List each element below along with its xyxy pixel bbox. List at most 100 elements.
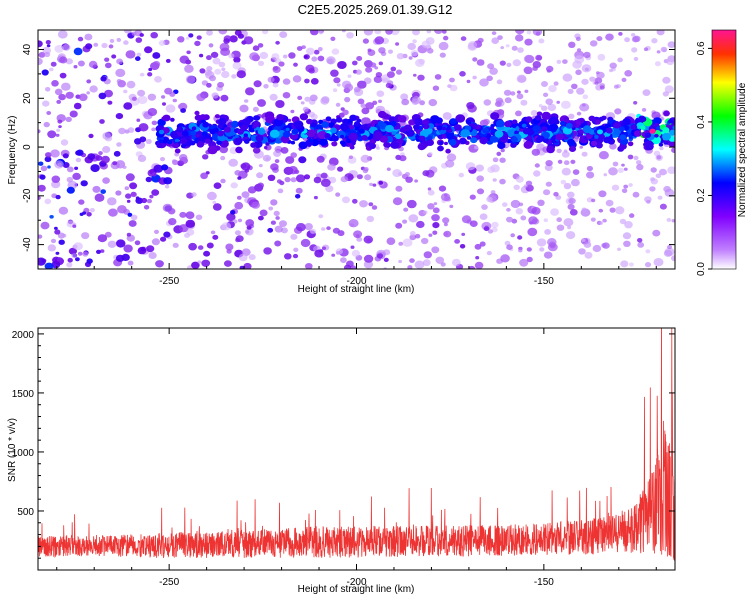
- spectrogram-cell: [412, 30, 420, 36]
- spectrogram-band-cell: [535, 137, 543, 143]
- spectrogram-cell: [270, 220, 276, 225]
- spectrogram-cell: [217, 81, 225, 88]
- spectrogram-band-cell: [174, 138, 180, 143]
- spectrogram-cell: [504, 97, 512, 104]
- spectrogram-band-cell: [559, 121, 566, 126]
- spectrogram-band-cell: [176, 126, 184, 133]
- spectrogram-cell: [229, 35, 238, 43]
- spectrogram-cell: [288, 52, 296, 59]
- spectrogram-cell: [148, 67, 153, 72]
- spectrogram-cell: [44, 262, 54, 269]
- spectrogram-cell: [197, 245, 204, 250]
- spectrogram-cell: [365, 102, 375, 110]
- spectrogram-cell: [199, 53, 204, 58]
- spectrogram-cell: [107, 100, 113, 105]
- spectrogram-cell: [163, 231, 171, 238]
- spectrogram-cell: [583, 241, 592, 248]
- spectrogram-cell: [421, 237, 429, 245]
- spectrogram-cell: [666, 58, 675, 66]
- spectrogram-cell: [93, 42, 99, 47]
- spectrogram-cell: [126, 80, 136, 89]
- spectrogram-band-cell: [422, 123, 430, 130]
- spectrogram-cell: [54, 226, 58, 230]
- spectrogram-cell: [433, 202, 438, 206]
- spectrogram-cell: [609, 62, 617, 69]
- spectrogram-cell: [38, 257, 46, 266]
- spectrogram-cell: [506, 62, 512, 67]
- spectrogram-band-cell: [546, 145, 555, 154]
- spectrogram-band-cell: [331, 135, 339, 142]
- spectrogram-cell: [54, 45, 64, 53]
- spectrogram-cell: [274, 240, 282, 247]
- spectrogram-cell: [131, 31, 137, 36]
- spectrogram-cell: [617, 247, 621, 251]
- spectrogram-cell: [179, 211, 187, 218]
- spectrogram-band-cell: [470, 137, 478, 144]
- spectrogram-cell: [196, 93, 206, 102]
- spectrogram-cell: [66, 166, 74, 173]
- spectrogram-cell: [581, 151, 588, 157]
- colorbar-tick-label: 0.2: [696, 188, 707, 202]
- spectrogram-cell: [356, 56, 363, 61]
- spectrogram-band-cell: [235, 146, 243, 154]
- spectrogram-cell: [590, 217, 596, 222]
- spectrogram-cell: [226, 213, 236, 222]
- spectrogram-cell: [115, 239, 126, 248]
- spectrogram-band-cell: [490, 129, 495, 133]
- spectrogram-cell: [327, 58, 334, 65]
- spectrogram-cell: [595, 71, 600, 75]
- spectrogram-cell: [313, 49, 320, 55]
- y-tick-label: -20: [22, 188, 33, 203]
- spectrogram-cell: [644, 262, 652, 268]
- spectrogram-cell: [376, 90, 385, 97]
- spectrogram-cell: [357, 98, 365, 105]
- spectrogram-cell: [62, 153, 69, 159]
- y-tick-label: 40: [22, 44, 33, 56]
- spectrogram-cell: [137, 154, 147, 162]
- spectrogram-band-cell: [217, 130, 224, 137]
- spectrogram-band-cell: [619, 134, 627, 141]
- spectrogram-cell: [397, 172, 403, 176]
- spectrogram-cell: [510, 91, 516, 96]
- spectrogram-cell: [42, 100, 50, 107]
- spectrogram-cell: [605, 33, 614, 41]
- spectrogram-cell: [220, 178, 226, 184]
- spectrogram-cell: [65, 58, 74, 65]
- spectrogram-cell: [479, 213, 488, 220]
- spectrogram-cell: [320, 97, 330, 105]
- spectrogram-cell: [422, 259, 431, 267]
- spectrogram-cell: [536, 238, 547, 247]
- spectrogram-cell: [568, 41, 576, 48]
- spectrogram-cell: [500, 148, 505, 153]
- spectrogram-band-cell: [340, 134, 345, 139]
- spectrogram-cell: [100, 189, 106, 195]
- spectrogram-cell: [603, 173, 608, 177]
- spectrogram-cell: [567, 88, 574, 94]
- spectrogram-cell: [460, 36, 467, 41]
- spectrogram-cell: [272, 66, 279, 71]
- chart-title: C2E5.2025.269.01.39.G12: [298, 2, 453, 17]
- spectrogram-cell: [500, 46, 505, 50]
- spectrogram-cell: [532, 66, 538, 71]
- spectrogram-cell: [589, 76, 596, 82]
- spectrogram-cell: [195, 214, 203, 221]
- spectrogram-cell: [609, 143, 617, 150]
- spectrogram-cell: [438, 41, 449, 51]
- spectrogram-cell: [546, 65, 554, 73]
- spectrogram-cell: [82, 251, 89, 257]
- spectrogram-cell: [54, 160, 64, 169]
- spectrogram-cell: [137, 246, 147, 255]
- spectrogram-cell: [43, 121, 50, 128]
- spectrogram-cell: [571, 83, 578, 90]
- spectrogram-cell: [134, 240, 141, 246]
- spectrogram-cell: [304, 96, 311, 102]
- spectrogram-cell: [116, 58, 123, 65]
- spectrogram-cell: [185, 211, 195, 219]
- spectrogram-band-cell: [662, 127, 670, 134]
- spectrogram-band-cell: [298, 141, 308, 150]
- spectrogram-band-cell: [356, 118, 362, 123]
- spectrogram-cell: [609, 68, 613, 73]
- spectrogram-cell: [107, 240, 117, 248]
- spectrogram-cell: [163, 177, 173, 185]
- spectrogram-band-cell: [156, 143, 163, 149]
